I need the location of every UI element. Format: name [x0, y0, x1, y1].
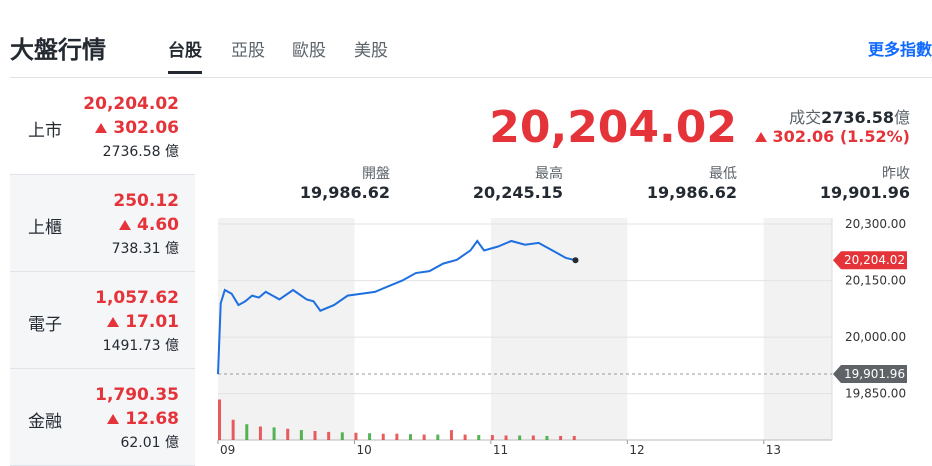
up-icon: [119, 220, 132, 230]
turnover-label: 成交: [789, 108, 822, 127]
market-item[interactable]: 金融 1,790.35 12.68 62.01 億: [10, 369, 195, 466]
volume-bar: [449, 430, 453, 440]
volume-bar: [531, 435, 535, 440]
change-text: 17.01: [125, 312, 179, 332]
stat-value: 19,986.62: [646, 183, 737, 202]
up-icon: [107, 414, 120, 424]
market-change: 17.01: [107, 312, 179, 332]
market-price: 1,790.35: [95, 385, 179, 405]
stat-value: 19,986.62: [299, 183, 390, 202]
x-tick-label: 10: [356, 443, 371, 457]
market-name: 電子: [28, 315, 62, 335]
market-name: 上櫃: [28, 218, 62, 238]
session-band: [763, 218, 832, 440]
x-tick-label: 11: [493, 443, 508, 457]
volume-bar: [545, 435, 549, 440]
market-change: 4.60: [119, 215, 179, 235]
volume-bar: [477, 435, 481, 440]
tab[interactable]: 亞股: [231, 41, 265, 61]
price-tag-label: 20,204.02: [844, 253, 905, 267]
stat-label: 最高: [535, 166, 563, 182]
x-tick-label: 09: [220, 443, 235, 457]
volume-bar: [340, 432, 344, 440]
divider: [10, 77, 932, 78]
stat-label: 開盤: [362, 166, 390, 182]
market-price: 1,057.62: [95, 288, 179, 308]
turnover-unit: 億: [893, 108, 910, 127]
market-item[interactable]: 電子 1,057.62 17.01 1491.73 億: [10, 272, 195, 369]
y-tick-label: 20,000.00: [845, 330, 906, 344]
market-name: 上市: [28, 121, 62, 141]
volume-bar: [286, 428, 290, 440]
price-tag-label: 19,901.96: [844, 367, 905, 381]
volume-bar: [409, 434, 413, 440]
volume-bar: [381, 433, 385, 440]
turnover-value: 2736.58: [821, 108, 894, 127]
volume-bar: [572, 435, 576, 440]
market-change: 302.06: [95, 118, 179, 138]
volume-bar: [327, 431, 331, 440]
up-icon: [754, 132, 767, 142]
title: 大盤行情: [10, 36, 106, 64]
last-point: [572, 257, 579, 264]
volume-bar: [490, 435, 494, 440]
volume-bar: [518, 435, 522, 440]
volume-bar: [395, 433, 399, 440]
market-volume: 738.31 億: [111, 241, 179, 257]
y-tick-label: 19,850.00: [845, 387, 906, 401]
change-text: 302.06 (1.52%): [772, 127, 910, 146]
session-band: [218, 218, 355, 440]
tab[interactable]: 台股: [168, 36, 202, 74]
volume-bar: [313, 431, 317, 440]
volume-bar: [368, 433, 372, 440]
market-price: 250.12: [113, 191, 179, 211]
volume-bar: [354, 432, 358, 440]
volume-bar: [436, 434, 440, 440]
more-link[interactable]: 更多指數: [867, 40, 932, 59]
price-tag: [833, 251, 907, 270]
up-icon: [95, 123, 108, 133]
price-tag: [833, 365, 907, 384]
stat-value: 20,245.15: [472, 183, 563, 202]
volume-bar: [299, 430, 303, 440]
volume-bar: [258, 426, 262, 440]
tab[interactable]: 美股: [354, 41, 388, 61]
volume-bar: [422, 434, 426, 440]
index-change: 302.06 (1.52%): [754, 127, 910, 146]
x-tick-label: 12: [629, 443, 644, 457]
y-tick-label: 20,300.00: [845, 217, 906, 231]
market-item[interactable]: 上櫃 250.12 4.60 738.31 億: [10, 175, 195, 272]
market-volume: 1491.73 億: [102, 338, 179, 354]
market-change: 12.68: [107, 409, 179, 429]
volume-bar: [272, 427, 276, 440]
up-icon: [107, 317, 120, 327]
change-text: 12.68: [125, 409, 179, 429]
market-volume: 62.01 億: [120, 435, 179, 451]
market-name: 金融: [28, 412, 62, 432]
volume-bar: [218, 399, 221, 440]
volume-bar: [504, 435, 508, 440]
volume-bar: [231, 419, 235, 440]
volume-bar: [245, 424, 249, 440]
x-tick-label: 13: [766, 443, 781, 457]
turnover: 成交2736.58億: [789, 104, 910, 128]
change-text: 302.06: [113, 118, 179, 138]
price-line: [217, 239, 576, 375]
tab[interactable]: 歐股: [292, 41, 326, 61]
stat-label: 昨收: [882, 166, 910, 182]
index-price: 20,204.02: [489, 102, 737, 153]
market-item[interactable]: 上市 20,204.02 302.06 2736.58 億: [10, 78, 195, 175]
y-tick-label: 20,150.00: [845, 274, 906, 288]
stat-label: 最低: [709, 166, 737, 182]
market-volume: 2736.58 億: [102, 144, 179, 160]
change-text: 4.60: [137, 215, 179, 235]
volume-bar: [559, 435, 563, 440]
stat-value: 19,901.96: [819, 183, 910, 202]
session-band: [490, 218, 628, 440]
volume-bar: [463, 434, 467, 440]
market-price: 20,204.02: [83, 94, 179, 114]
